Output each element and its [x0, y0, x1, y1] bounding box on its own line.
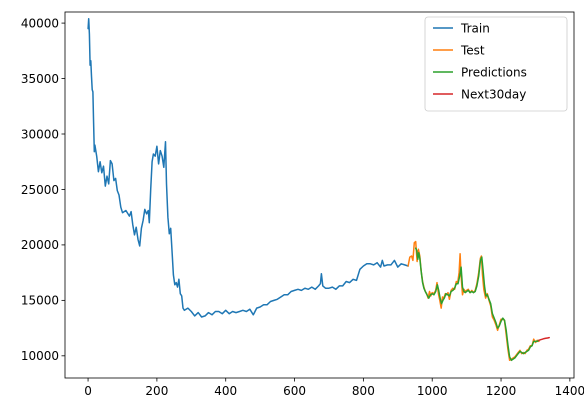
- y-tick-label: 30000: [21, 127, 59, 141]
- y-tick-label: 15000: [21, 294, 59, 308]
- series-line-next30day: [538, 336, 550, 342]
- legend-box: [424, 16, 568, 112]
- x-tick-label: 1400: [555, 384, 584, 398]
- legend-label-train: Train: [460, 21, 490, 35]
- legend: Train Test Predictions Next30day: [424, 16, 568, 112]
- legend-label-predictions: Predictions: [461, 65, 527, 79]
- plot-frame: [64, 11, 575, 379]
- series-line-train: [87, 17, 409, 318]
- x-tick-label: 400: [214, 384, 237, 398]
- series-layer: [87, 17, 550, 362]
- x-tick-label: 600: [283, 384, 306, 398]
- x-tick-label: 800: [352, 384, 375, 398]
- legend-label-next30day: Next30day: [461, 87, 526, 101]
- series-line-predictions: [414, 247, 540, 362]
- legend-label-test: Test: [460, 43, 485, 57]
- y-tick-label: 25000: [21, 183, 59, 197]
- y-tick-label: 40000: [21, 16, 59, 30]
- x-tick-label: 1200: [486, 384, 517, 398]
- x-axis: 0 200 400 600 800 1000 1200 1400: [84, 378, 584, 398]
- y-tick-label: 10000: [21, 349, 59, 363]
- y-tick-label: 35000: [21, 72, 59, 86]
- x-tick-label: 200: [145, 384, 168, 398]
- y-tick-label: 20000: [21, 238, 59, 252]
- x-tick-label: 1000: [417, 384, 448, 398]
- x-tick-label: 0: [84, 384, 92, 398]
- y-axis: 10000 15000 20000 25000 30000 35000 40000: [21, 16, 65, 363]
